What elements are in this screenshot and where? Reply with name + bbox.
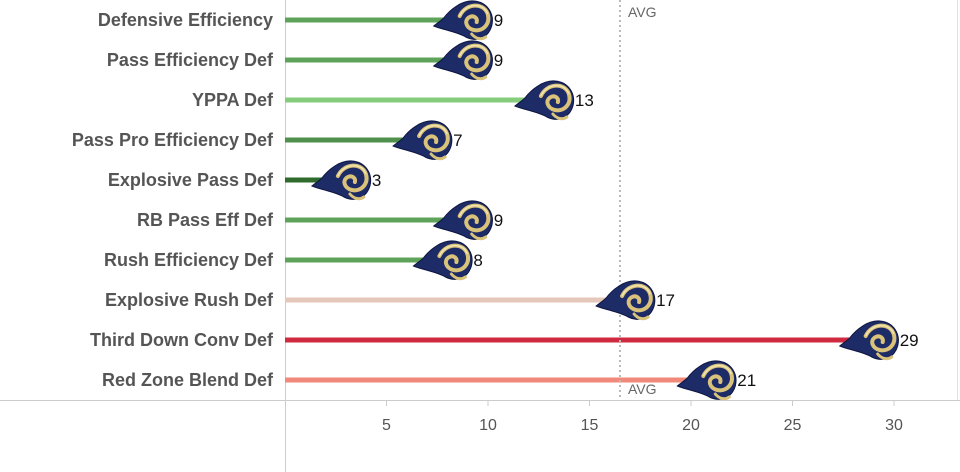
rams-helmet-icon: [411, 238, 475, 282]
bar: [285, 97, 549, 103]
x-tick-label: 15: [581, 417, 599, 434]
data-label: 29: [900, 331, 919, 350]
bars-layer: [285, 17, 874, 383]
category-label: Third Down Conv Def: [90, 330, 274, 350]
category-label: Rush Efficiency Def: [104, 250, 274, 270]
data-label: 17: [656, 291, 675, 310]
rams-helmet-icon: [431, 198, 495, 242]
x-tick-label: 5: [382, 417, 391, 434]
bar: [285, 297, 631, 303]
bar: [285, 257, 448, 263]
rams-helmet-icon: [309, 158, 373, 202]
reference-line-group: AVG AVG: [618, 0, 657, 400]
x-tick-label: 20: [682, 417, 700, 434]
bar: [285, 217, 468, 223]
labels-layer: Defensive Efficiency 9 Pass Efficiency Def…: [72, 10, 919, 434]
category-label: Pass Efficiency Def: [107, 50, 274, 70]
rams-helmet-icon: [594, 278, 657, 322]
data-label: 3: [372, 171, 381, 190]
data-label: 7: [453, 131, 462, 150]
bar: [285, 177, 346, 183]
bar: [285, 57, 468, 63]
category-label: Explosive Rush Def: [105, 290, 274, 310]
rams-helmet-icon: [431, 0, 495, 42]
category-label: Defensive Efficiency: [98, 10, 273, 30]
data-label: 21: [737, 371, 756, 390]
bar: [285, 337, 874, 343]
avg-label-top: AVG: [628, 4, 657, 20]
data-label: 9: [494, 11, 503, 30]
rams-helmet-icon: [512, 78, 576, 122]
rams-helmet-icon: [431, 38, 495, 82]
rams-helmet-icon: [391, 118, 454, 162]
rams-helmet-icon: [675, 358, 738, 402]
avg-label-bottom: AVG: [628, 381, 657, 397]
data-label: 9: [494, 51, 503, 70]
bar: [285, 377, 712, 383]
data-label: 9: [494, 211, 503, 230]
bar: [285, 137, 428, 143]
x-tick-label: 10: [479, 417, 497, 434]
category-label: YPPA Def: [192, 90, 274, 110]
x-tick-label: 30: [885, 417, 903, 434]
data-label: 13: [575, 91, 594, 110]
x-tick-label: 25: [784, 417, 802, 434]
category-label: RB Pass Eff Def: [137, 210, 274, 230]
category-label: Red Zone Blend Def: [102, 370, 274, 390]
category-label: Explosive Pass Def: [108, 170, 274, 190]
bar: [285, 17, 468, 23]
data-label: 8: [473, 251, 482, 270]
category-label: Pass Pro Efficiency Def: [72, 130, 274, 150]
rams-helmet-icon: [837, 318, 901, 362]
